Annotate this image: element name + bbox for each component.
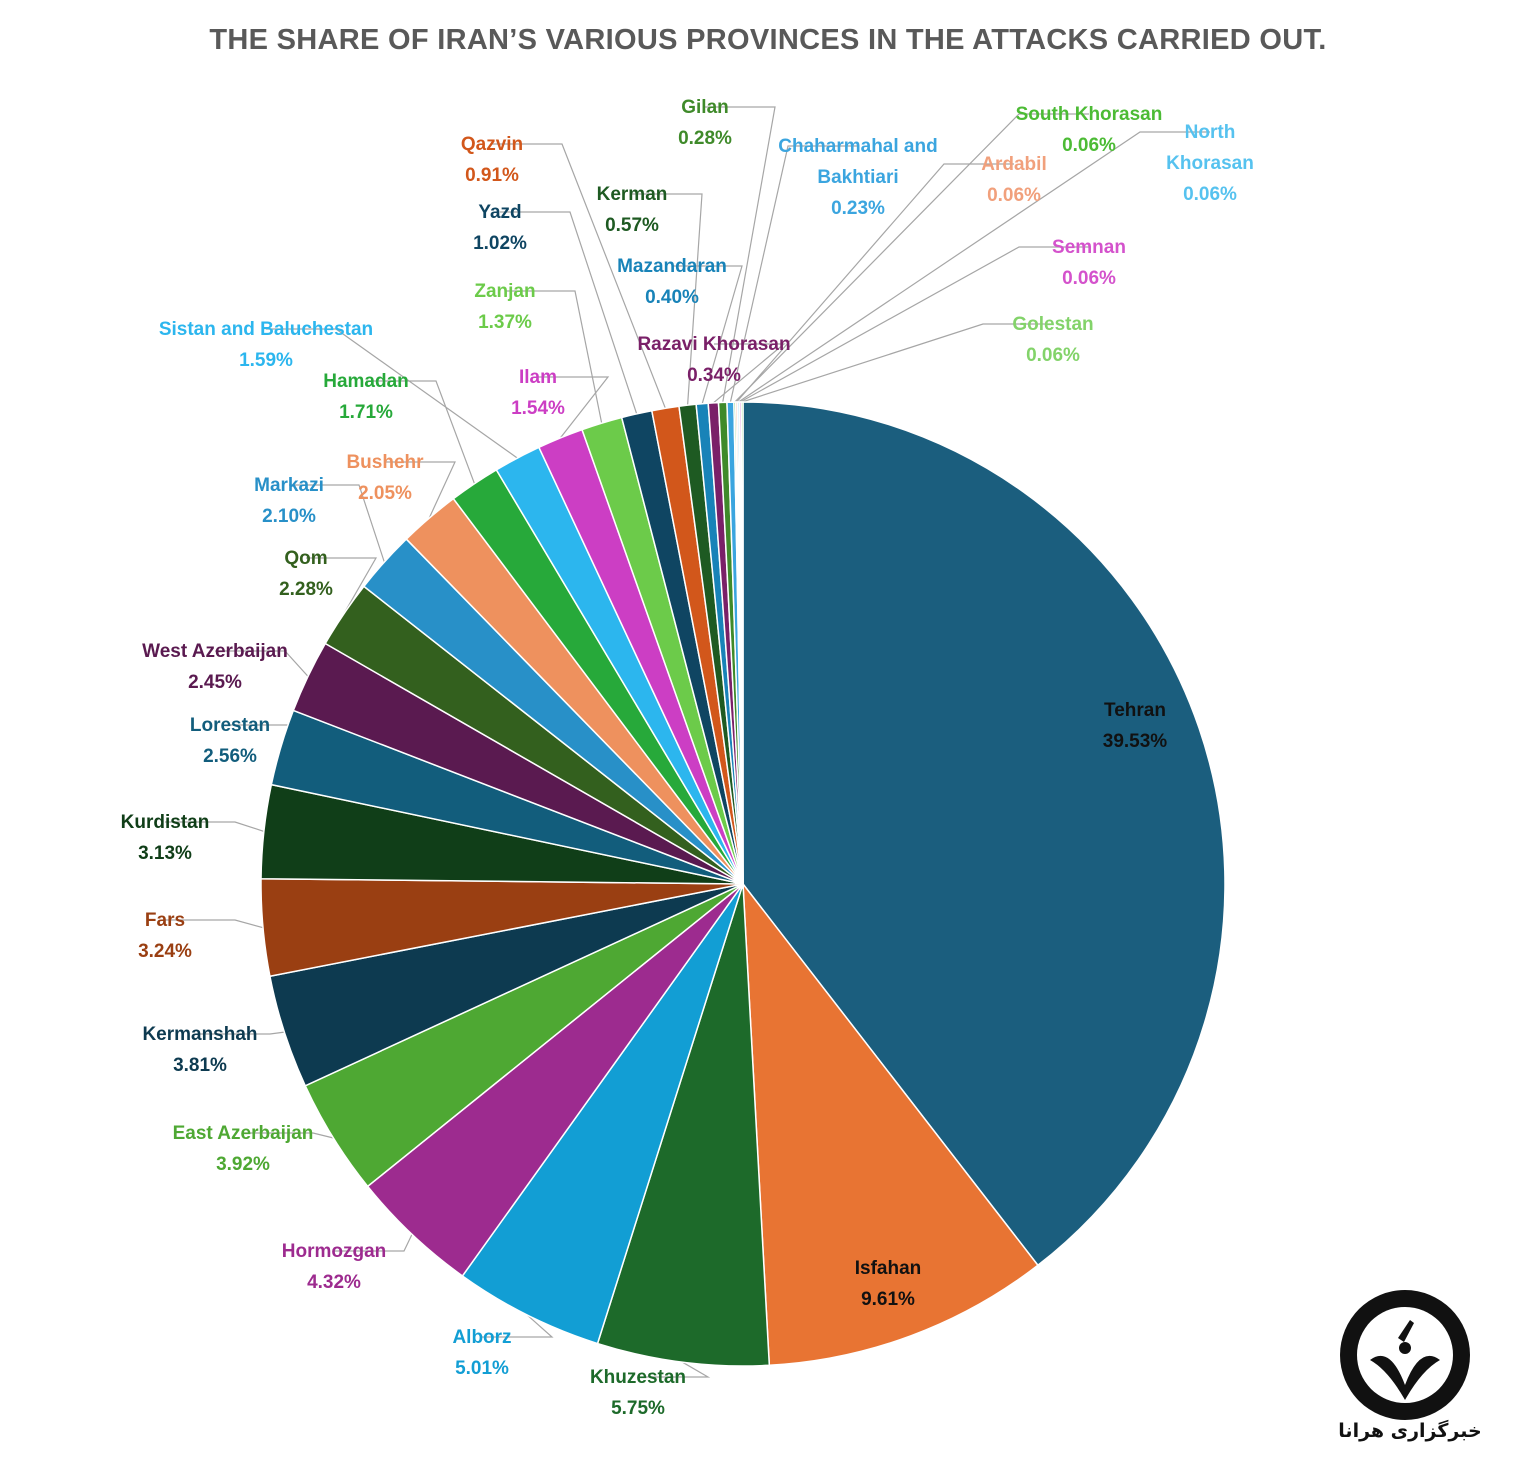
leader-line	[215, 650, 309, 677]
leader-line	[334, 1234, 413, 1252]
chart-title: THE SHARE OF IRAN’S VARIOUS PROVINCES IN…	[209, 24, 1327, 56]
slice-label-zanjan: Zanjan 1.37%	[474, 281, 535, 333]
slice-label-semnan: Semnan 0.06%	[1052, 237, 1126, 289]
pie-slice-alborz	[461, 883, 744, 1345]
slice-label-kerman: Kerman 0.57%	[597, 184, 668, 236]
leader-line	[736, 163, 1014, 403]
slice-labels: Tehran 39.53% Isfahan 9.61% Khuzestan 5.75% Al…	[121, 97, 1254, 1419]
leader-line	[500, 211, 638, 415]
logo-caption: خبرگزاری هرانا	[1338, 1420, 1482, 1442]
leader-line	[165, 919, 264, 929]
slice-label-hormozgan: Hormozgan 4.32%	[282, 1241, 387, 1293]
slice-label-kurdistan: Kurdistan 3.13%	[121, 812, 210, 864]
leader-line	[672, 265, 743, 404]
slice-label-bushehr: Bushehr 2.05%	[346, 452, 424, 504]
leader-line	[289, 484, 385, 563]
leader-line	[266, 328, 518, 459]
leader-line	[492, 143, 666, 409]
slice-label-qazvin: Qazvin 0.91%	[461, 134, 523, 186]
pie-slice-golestan	[740, 401, 744, 885]
slice-label-golestan: Golestan 0.06%	[1012, 314, 1093, 366]
slice-label-west-azerbaijan: West Azerbaijan 2.45%	[142, 641, 288, 693]
slice-label-ardabil: Ardabil 0.06%	[981, 154, 1046, 206]
leader-line	[738, 131, 1210, 403]
slice-label-hamadan: Hamadan 1.71%	[323, 371, 409, 423]
slice-label-gilan: Gilan 0.28%	[678, 97, 732, 149]
slice-label-east-azerbaijan: East Azerbaijan 3.92%	[173, 1123, 314, 1175]
hrana-logo	[1340, 1290, 1470, 1420]
slice-label-fars: Fars 3.24%	[138, 910, 192, 962]
leader-lines	[165, 106, 1210, 1378]
slice-label-tehran: Tehran 39.53%	[1103, 700, 1168, 752]
leader-line	[734, 113, 1089, 403]
leader-line	[306, 557, 378, 615]
leader-line	[200, 1031, 285, 1035]
leader-line	[366, 380, 476, 484]
leader-line	[729, 145, 858, 403]
leader-line	[741, 323, 1053, 403]
slice-label-north-khorasan: North Khorasan 0.06%	[1166, 122, 1254, 205]
leader-line	[482, 1314, 554, 1338]
slice-label-lorestan: Lorestan 2.56%	[190, 715, 270, 767]
slice-label-chaharmahal-and-bakhtiari: Chaharmahal and Bakhtiari 0.23%	[778, 136, 937, 219]
slice-label-isfahan: Isfahan 9.61%	[855, 1258, 922, 1310]
pie-slice-tehran	[742, 401, 1226, 1267]
slice-label-khuzestan: Khuzestan 5.75%	[590, 1367, 686, 1419]
pie-slices	[260, 401, 1226, 1367]
pie-slice-isfahan	[742, 881, 1039, 1367]
leader-line	[632, 193, 703, 406]
slice-label-sistan-and-baluchestan: Sistan and Baluchestan 1.59%	[159, 319, 373, 371]
leader-line	[712, 343, 786, 404]
slice-label-yazd: Yazd 1.02%	[473, 202, 527, 254]
slice-label-markazi: Markazi 2.10%	[254, 475, 324, 527]
slice-label-kermanshah: Kermanshah 3.81%	[142, 1024, 257, 1076]
leader-line	[740, 246, 1089, 403]
pie-slice-khuzestan	[596, 883, 771, 1367]
slice-label-ilam: Ilam 1.54%	[511, 367, 565, 419]
leader-line	[385, 461, 456, 519]
leader-line	[243, 1132, 334, 1139]
slice-label-razavi-khorasan: Razavi Khorasan 0.34%	[637, 334, 790, 386]
slice-label-south-khorasan: South Khorasan 0.06%	[1016, 104, 1163, 156]
leader-line	[538, 376, 610, 439]
slice-label-alborz: Alborz 5.01%	[452, 1327, 511, 1379]
leader-line	[505, 290, 603, 424]
slice-label-mazandaran: Mazandaran 0.40%	[617, 256, 727, 308]
leader-line	[705, 106, 776, 403]
slice-label-qom: Qom 2.28%	[279, 548, 333, 600]
leader-line	[165, 821, 265, 832]
leader-line	[638, 1361, 711, 1378]
